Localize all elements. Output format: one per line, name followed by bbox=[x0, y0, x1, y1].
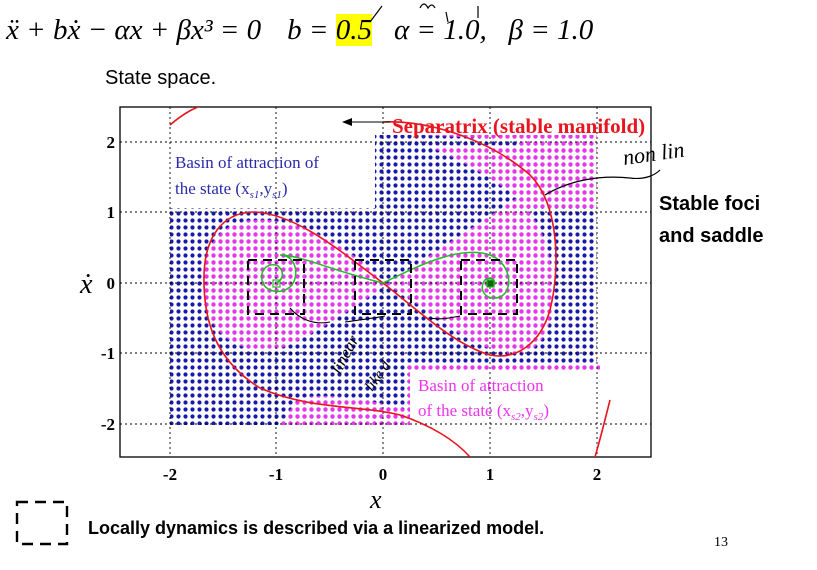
equation-lhs: ẍ + bẋ − αx + βx³ = 0 bbox=[6, 14, 262, 46]
basin-2-label-line-1: Basin of attraction bbox=[418, 376, 544, 395]
x-tick-label: 2 bbox=[593, 465, 602, 484]
x-tick-label: -2 bbox=[163, 465, 177, 484]
basin-1-label-line-1: Basin of attraction of bbox=[175, 153, 319, 172]
y-tick-label: 2 bbox=[107, 133, 116, 152]
equation-b-label: b = bbox=[287, 14, 336, 46]
x-axis-label: x bbox=[369, 485, 382, 514]
separatrix-arrow-head bbox=[342, 118, 352, 126]
trajectory-curve bbox=[261, 251, 510, 299]
equation: ẍ + bẋ − αx + βx³ = 0 b = 0.5 α = 1.0, β =… bbox=[6, 14, 593, 47]
stable-focus-left-marker bbox=[272, 279, 281, 288]
linearization-box-right bbox=[460, 259, 518, 315]
legend-dashed-box-icon bbox=[15, 500, 69, 546]
x-tick-label: 1 bbox=[486, 465, 495, 484]
y-tick-label: -2 bbox=[101, 415, 115, 434]
side-note: Stable foci and saddle bbox=[659, 188, 763, 252]
footer-caption: Locally dynamics is described via a line… bbox=[88, 518, 545, 538]
handwriting-arrows-linear bbox=[289, 307, 461, 324]
basin-2-label-line-2: of the state (xs2,ys2) bbox=[418, 401, 549, 423]
equation-beta: β = 1.0 bbox=[508, 14, 594, 46]
x-tick-label: -1 bbox=[269, 465, 283, 484]
linearization-box-center bbox=[354, 259, 412, 315]
y-tick-label: 0 bbox=[107, 274, 116, 293]
side-note-line-1: Stable foci bbox=[659, 193, 761, 215]
linearization-box-left bbox=[247, 259, 305, 315]
linearization-boxes bbox=[247, 259, 518, 315]
handwriting-scribble-1 bbox=[369, 5, 383, 23]
page-number: 13 bbox=[714, 535, 728, 550]
basin-1-label-panel bbox=[170, 135, 375, 207]
y-tick-label: -1 bbox=[101, 344, 115, 363]
handwriting-arrow-nonlin bbox=[544, 169, 661, 196]
slide-subtitle: State space. bbox=[105, 67, 217, 89]
equation-alpha: α = 1.0, bbox=[393, 14, 487, 46]
x-tick-label: 0 bbox=[379, 465, 388, 484]
basin-1-label-line-2: the state (xs1,ys1) bbox=[175, 179, 288, 201]
stable-focus-right-marker bbox=[486, 279, 495, 288]
equation-b-value: 0.5 bbox=[335, 14, 372, 46]
separatrix-curve bbox=[169, 107, 611, 457]
separatrix-label: Separatrix (stable manifold) bbox=[392, 114, 645, 138]
handwriting-scribble-2 bbox=[419, 3, 479, 23]
basin-2-label-bg bbox=[410, 370, 600, 428]
y-axis-label: ẋ bbox=[79, 269, 93, 300]
side-note-line-2: and saddle bbox=[659, 225, 764, 247]
basin-2-inner-lobe bbox=[205, 219, 385, 350]
basin-2-outer-region bbox=[280, 145, 597, 425]
y-tick-label: 1 bbox=[107, 203, 116, 222]
